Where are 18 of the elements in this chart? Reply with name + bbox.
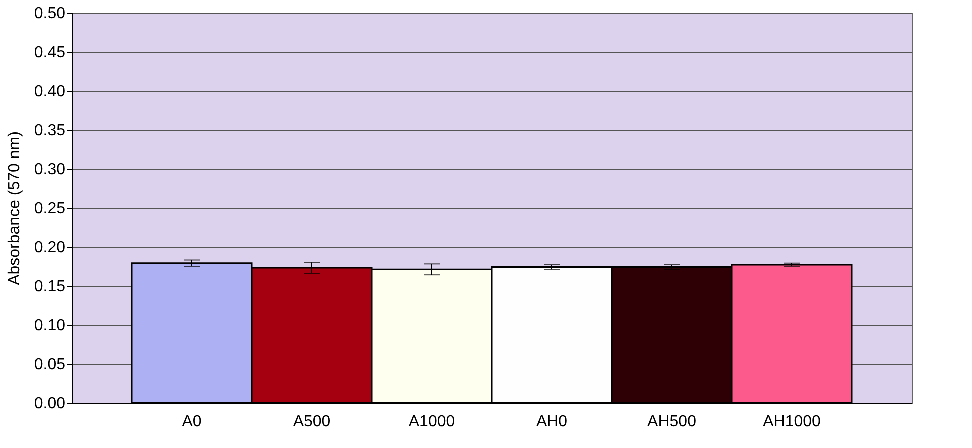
x-tick-label: A1000 [408, 414, 456, 430]
y-tick-label: 0.05 [34, 356, 66, 374]
x-tick-label: A0 [182, 414, 202, 430]
x-tick-label: AH0 [536, 414, 568, 430]
y-tick-label: 0.30 [34, 162, 66, 178]
y-tick-label: 0.50 [34, 6, 66, 22]
y-tick-label: 0.10 [34, 318, 66, 334]
y-axis-title: Absorbance (570 nm) [6, 132, 24, 286]
y-tick-label: 0.15 [34, 278, 66, 296]
y-tick-label: 0.20 [34, 240, 66, 256]
x-tick-label: AH500 [648, 414, 697, 430]
y-tick-label: 0.00 [34, 396, 66, 412]
x-tick-label: A500 [293, 414, 331, 430]
y-tick-label: 0.45 [34, 44, 66, 62]
y-tick-label: 0.40 [34, 84, 66, 100]
y-tick-label: 0.35 [34, 122, 66, 140]
x-tick-label: AH1000 [763, 414, 822, 430]
y-tick-label: 0.25 [34, 200, 66, 218]
